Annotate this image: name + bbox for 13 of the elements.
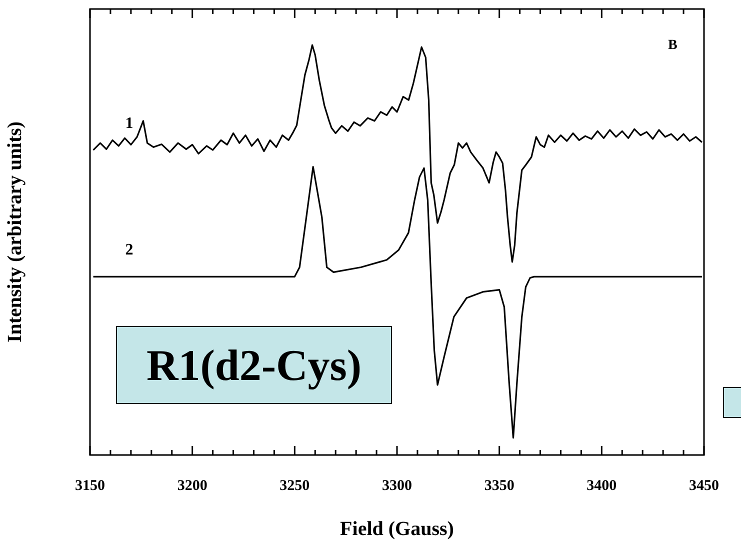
x-tick-label: 3250 — [280, 478, 310, 494]
annotation: R1(d2-Cys) — [116, 326, 392, 404]
y-axis-title: Intensity (arbitrary units) — [4, 121, 26, 343]
x-axis-title: Field (Gauss) — [340, 518, 454, 540]
x-tick-label: 3450 — [689, 478, 719, 494]
series-label: 1 — [125, 115, 134, 132]
x-tick-label: 3200 — [177, 478, 208, 494]
x-tick-label: 3300 — [382, 478, 412, 494]
series-label: 2 — [125, 242, 134, 259]
annotation: B — [668, 38, 678, 54]
x-tick-label: 3400 — [586, 478, 617, 494]
x-tick-label: 3150 — [75, 478, 105, 494]
x-tick-label: 3350 — [484, 478, 514, 494]
